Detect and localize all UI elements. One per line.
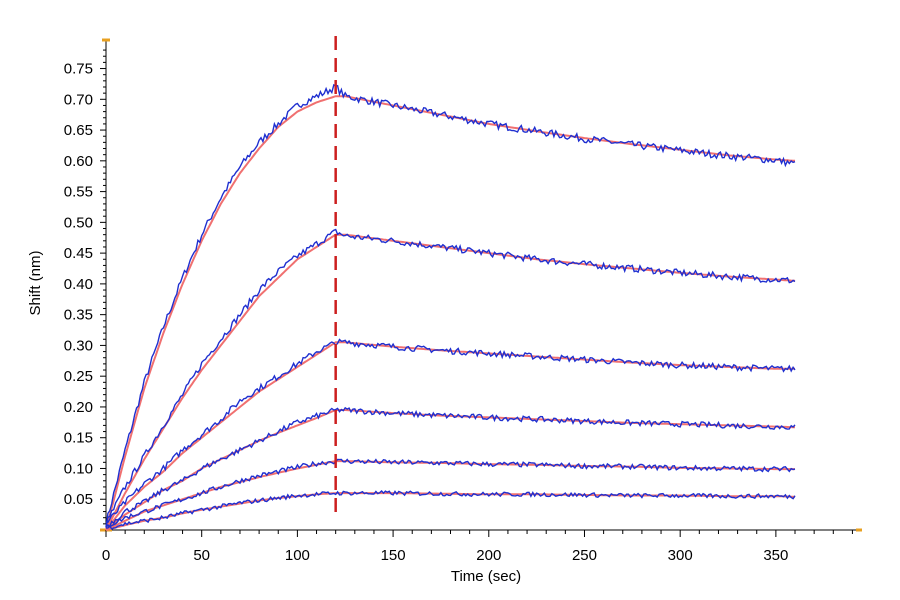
y-axis: 0.05 0.10 0.15 0.20 0.25 0.30 0.35 0.40 0.45 0.50… [64,38,110,530]
data-curve [105,458,796,528]
data-curve [105,338,796,524]
x-tick-label: 300 [668,547,693,564]
y-tick-label: 0.40 [64,276,93,293]
x-axis-title: Time (sec) [451,568,521,585]
fit-curve [105,341,795,531]
x-tick-label: 350 [763,547,788,564]
y-tick-label: 0.70 [64,91,93,108]
y-tick-label: 0.45 [64,245,93,262]
data-curve [105,406,796,528]
fit-curve [105,233,796,531]
y-tick-label: 0.35 [64,307,93,324]
fit-curve [105,409,795,531]
data-curve [105,228,796,527]
y-tick-label: 0.10 [64,460,93,477]
data-curve [105,490,796,530]
data-curve [105,83,796,528]
x-tick-label: 150 [381,547,406,564]
fit-curve [105,492,796,531]
y-tick-label: 0.55 [64,184,93,201]
y-axis-title: Shift (nm) [27,250,44,315]
data-curves [105,83,796,530]
x-tick-label: 100 [285,547,310,564]
x-tick-label: 0 [102,547,110,564]
x-tick-label: 50 [193,547,210,564]
y-tick-label: 0.20 [64,399,93,416]
y-tick-label: 0.30 [64,337,93,354]
y-tick-label: 0.05 [64,491,93,508]
y-tick-label: 0.15 [64,430,93,447]
fit-curves [105,95,796,531]
y-tick-label: 0.25 [64,368,93,385]
x-tick-label: 200 [476,547,501,564]
x-tick-label: 250 [572,547,597,564]
y-tick-label: 0.50 [64,214,93,231]
y-tick-label: 0.75 [64,61,93,78]
y-tick-label: 0.60 [64,153,93,170]
y-tick-label: 0.65 [64,122,93,139]
x-axis: 0 50 100 150 200 250 300 350 [100,528,862,564]
